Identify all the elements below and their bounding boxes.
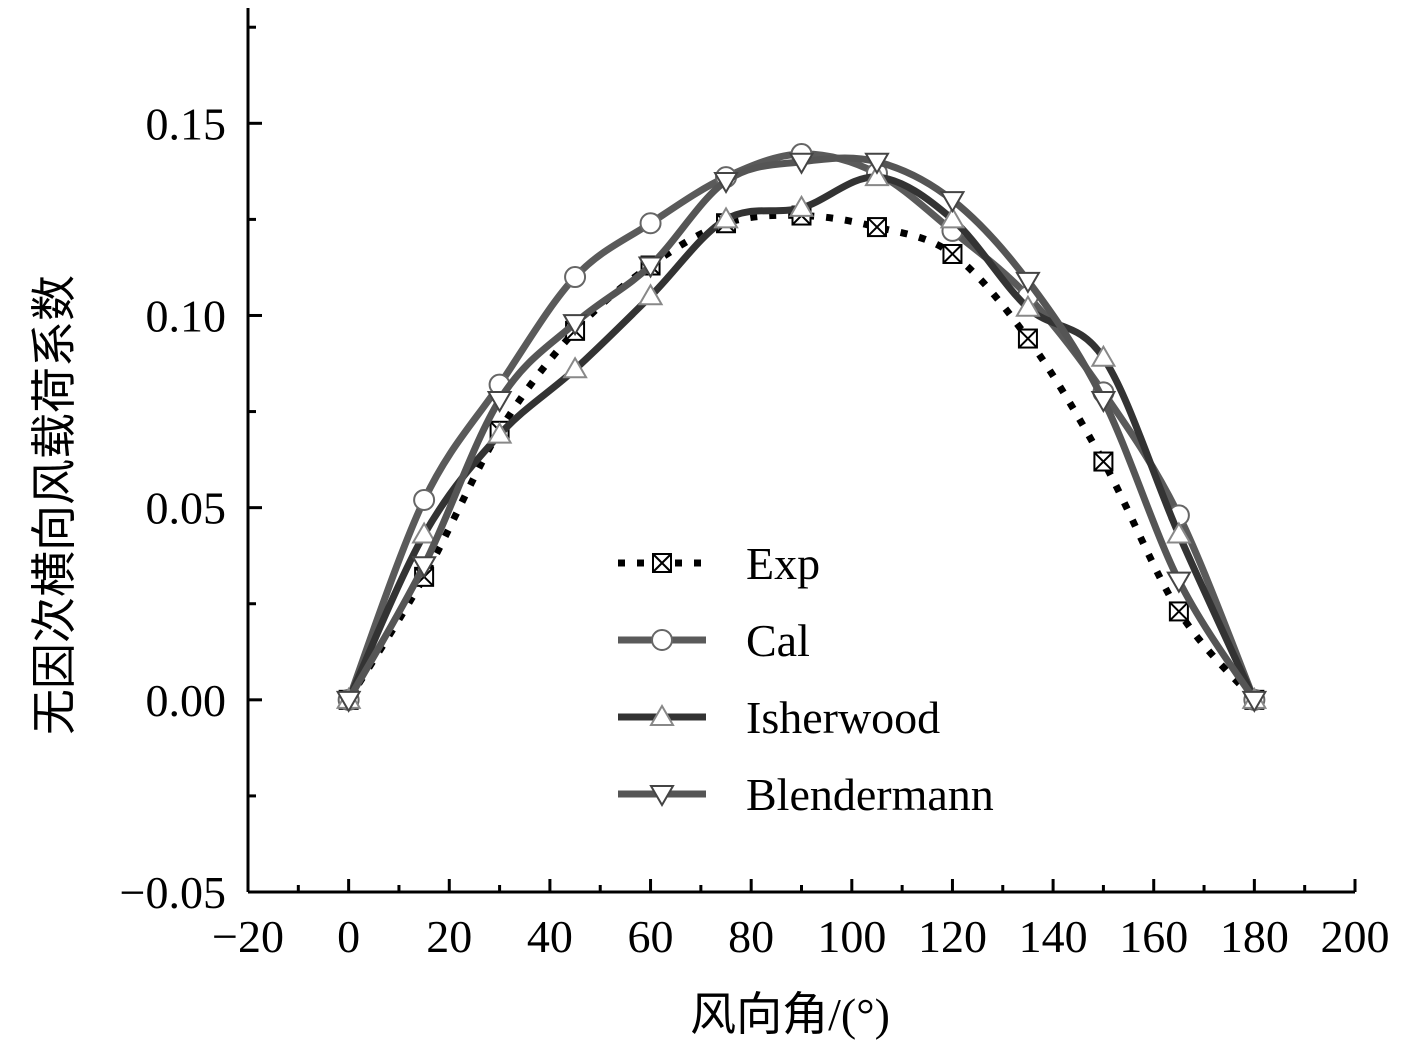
legend-label-cal: Cal xyxy=(746,615,810,666)
data-point-isherwood xyxy=(788,194,815,217)
data-point-blendermann xyxy=(713,171,739,194)
x-tick-label: 180 xyxy=(1220,911,1289,962)
data-point-exp xyxy=(942,243,963,264)
x-tick-label: 40 xyxy=(527,911,573,962)
x-tick-label: 80 xyxy=(728,911,774,962)
legend-label-isherwood: Isherwood xyxy=(746,692,940,743)
legend: Exp Cal Isherwood Blendermann xyxy=(618,538,994,820)
data-point-exp xyxy=(1093,451,1114,472)
legend-marker-cal xyxy=(651,629,673,651)
x-tick-label: 200 xyxy=(1321,911,1390,962)
x-tick-label: 140 xyxy=(1019,911,1088,962)
legend-label-exp: Exp xyxy=(746,538,820,589)
legend-item-isherwood: Isherwood xyxy=(618,692,940,743)
y-tick-label: 0.05 xyxy=(146,483,227,534)
data-point-isherwood xyxy=(1090,344,1117,367)
y-tick-label: 0.10 xyxy=(146,290,227,341)
data-point-cal xyxy=(413,488,436,511)
legend-marker-isherwood xyxy=(649,704,675,726)
y-tick-label: 0.15 xyxy=(146,98,227,149)
data-point-isherwood xyxy=(637,283,664,306)
data-point-blendermann xyxy=(939,191,966,214)
data-point-cal xyxy=(639,212,662,235)
y-tick-label: −0.05 xyxy=(120,867,226,918)
legend-marker-blendermann xyxy=(649,785,675,807)
data-point-blendermann xyxy=(562,314,588,337)
legend-marker-exp xyxy=(652,553,672,573)
x-tick-label: 0 xyxy=(337,911,360,962)
x-tick-label: −20 xyxy=(212,911,284,962)
legend-item-blendermann: Blendermann xyxy=(618,769,994,820)
x-tick-label: 160 xyxy=(1119,911,1188,962)
series-layer xyxy=(335,143,1268,713)
series-blendermann xyxy=(335,152,1268,713)
data-point-blendermann xyxy=(864,152,890,175)
legend-label-blendermann: Blendermann xyxy=(746,769,994,820)
data-point-exp xyxy=(866,217,887,238)
y-axis-title: 无因次横向风载荷系数 xyxy=(29,275,80,735)
data-point-isherwood xyxy=(939,206,966,229)
data-point-blendermann xyxy=(788,152,815,175)
data-point-isherwood xyxy=(1015,294,1041,317)
data-point-blendermann xyxy=(1090,391,1117,414)
data-point-blendermann xyxy=(637,256,664,279)
data-point-isherwood xyxy=(1166,521,1192,544)
data-point-exp xyxy=(1017,328,1038,349)
data-point-blendermann xyxy=(1015,271,1041,294)
data-point-isherwood xyxy=(411,521,437,544)
data-point-cal xyxy=(564,266,587,289)
y-tick-label: 0.00 xyxy=(146,675,227,726)
x-axis-title: 风向角/(°) xyxy=(690,989,890,1040)
legend-item-exp: Exp xyxy=(618,538,820,589)
legend-item-cal: Cal xyxy=(618,615,810,666)
data-point-isherwood xyxy=(486,421,513,444)
axes: −20 0 20 40 60 80 100 120 140 160 180 200 −0.05 0.00 0… xyxy=(120,8,1390,962)
data-point-exp xyxy=(1168,601,1189,622)
data-point-blendermann xyxy=(1166,571,1192,594)
x-tick-label: 100 xyxy=(817,911,886,962)
x-tick-label: 20 xyxy=(426,911,472,962)
data-point-blendermann xyxy=(411,556,437,579)
data-point-isherwood xyxy=(864,164,890,187)
x-tick-label: 60 xyxy=(628,911,674,962)
x-tick-label: 120 xyxy=(918,911,987,962)
data-point-blendermann xyxy=(486,391,513,414)
data-point-isherwood xyxy=(713,206,739,229)
data-point-blendermann xyxy=(335,690,362,713)
data-point-blendermann xyxy=(1241,690,1268,713)
data-point-isherwood xyxy=(562,356,588,379)
